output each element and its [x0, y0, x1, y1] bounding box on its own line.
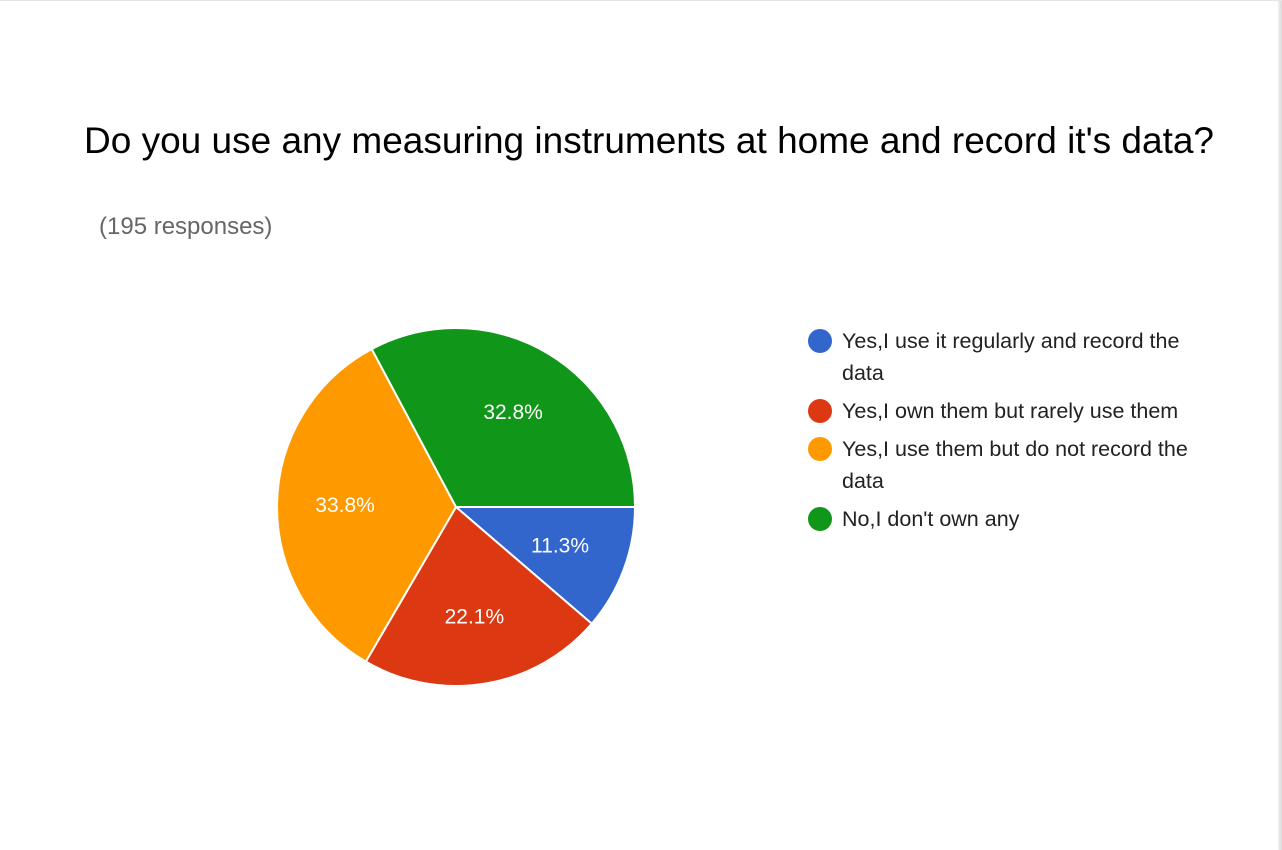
legend-swatch-icon: [808, 399, 832, 423]
pie-slice-4[interactable]: [370, 327, 637, 508]
slice-value-label: 32.8%: [483, 401, 543, 424]
legend-label: Yes,I own them but rarely use them: [842, 399, 1179, 423]
chart-title: Do you use any measuring instruments at …: [84, 120, 1214, 161]
legend-label: Yes,I use them but do not record the dat…: [842, 437, 1188, 493]
legend-label: No,I don't own any: [842, 507, 1020, 531]
legend-swatch-icon: [808, 437, 832, 461]
response-count: (195 responses): [99, 213, 273, 240]
pie-slice-2[interactable]: [364, 505, 594, 687]
legend-item-use-no-record[interactable]: Yes,I use them but do not record the dat…: [808, 433, 1188, 497]
slice-value-label: 22.1%: [445, 605, 505, 628]
legend-swatch-icon: [808, 507, 832, 531]
legend-item-dont-own[interactable]: No,I don't own any: [808, 503, 1188, 535]
pie-slice-1[interactable]: [453, 506, 637, 626]
window-edge: [1278, 1, 1282, 850]
legend-label: Yes,I use it regularly and record the da…: [842, 329, 1180, 385]
legend-item-regular-record[interactable]: Yes,I use it regularly and record the da…: [808, 325, 1188, 389]
legend-swatch-icon: [808, 329, 832, 353]
pie-slice-3[interactable]: [276, 347, 458, 664]
slice-value-label: 33.8%: [315, 494, 375, 517]
slice-value-label: 11.3%: [531, 535, 589, 558]
legend: Yes,I use it regularly and record the da…: [808, 325, 1188, 541]
legend-item-rarely-use[interactable]: Yes,I own them but rarely use them: [808, 395, 1188, 427]
